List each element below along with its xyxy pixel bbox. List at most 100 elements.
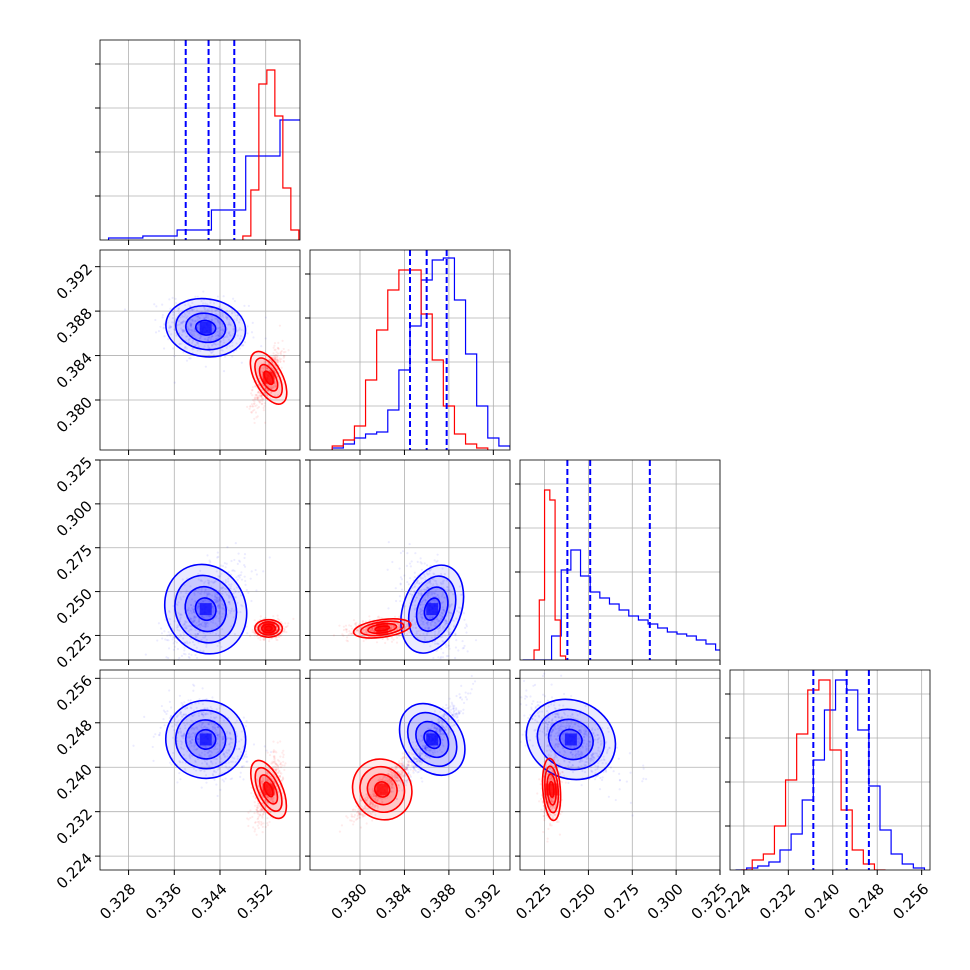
sample-point: [399, 551, 402, 555]
sample-point: [187, 607, 190, 610]
sample-point: [170, 714, 173, 718]
sample-point: [428, 569, 432, 572]
sample-point: [189, 585, 192, 588]
sample-point: [258, 394, 261, 398]
sample-point: [244, 583, 247, 586]
sample-point: [208, 349, 212, 353]
sample-point: [212, 716, 215, 719]
sample-point: [227, 338, 230, 341]
sample-point: [220, 602, 224, 606]
sample-point: [192, 767, 196, 770]
sample-point: [421, 617, 424, 620]
sample-point: [196, 309, 199, 312]
sample-point: [173, 354, 176, 358]
sample-point: [236, 314, 239, 317]
sample-point: [190, 738, 194, 741]
sample-point: [249, 634, 252, 638]
sample-point: [258, 808, 262, 812]
sample-point: [200, 638, 203, 642]
sample-point: [433, 642, 437, 645]
sample-point: [201, 731, 204, 734]
sample-point: [276, 374, 279, 377]
sample-point: [188, 305, 192, 308]
sample-point: [278, 635, 281, 639]
sample-point: [235, 586, 238, 589]
sample-point: [220, 311, 224, 314]
sample-point: [441, 639, 444, 643]
sample-point: [257, 826, 260, 830]
sample-point: [156, 639, 159, 642]
sample-point: [218, 314, 221, 318]
sample-point: [215, 734, 219, 737]
sample-point: [211, 343, 214, 346]
sample-point: [417, 592, 420, 595]
sample-point: [171, 725, 174, 728]
sample-point: [217, 750, 220, 754]
sample-point: [402, 628, 406, 631]
sample-point: [216, 556, 219, 559]
sample-point: [197, 333, 200, 336]
sample-point: [204, 712, 207, 716]
sample-point: [189, 328, 192, 331]
sample-point: [423, 596, 426, 599]
sample-point: [192, 339, 195, 342]
sample-point: [208, 749, 211, 752]
sample-point: [416, 579, 419, 582]
sample-point: [211, 330, 214, 333]
sample-point: [238, 748, 241, 751]
sample-point: [431, 615, 434, 619]
sample-point: [437, 642, 440, 646]
sample-point: [217, 335, 220, 338]
sample-point: [222, 370, 226, 373]
sample-point: [221, 327, 224, 331]
sample-point: [234, 721, 237, 724]
sample-point: [228, 732, 231, 735]
sample-point: [183, 732, 186, 735]
sample-point: [161, 303, 164, 306]
sample-point: [196, 624, 199, 628]
sample-point: [447, 633, 450, 636]
sample-point: [181, 330, 184, 334]
sample-point: [262, 813, 265, 816]
sample-point: [462, 612, 466, 615]
sample-point: [213, 581, 216, 584]
sample-point: [447, 644, 450, 647]
sample-point: [188, 733, 191, 736]
sample-point: [239, 775, 242, 778]
sample-point: [183, 767, 187, 771]
sample-point: [197, 733, 201, 736]
sample-point: [454, 634, 457, 637]
sample-point: [270, 637, 273, 640]
sample-point: [345, 628, 349, 631]
sample-point: [234, 314, 237, 317]
sample-point: [442, 608, 445, 611]
sample-point: [186, 326, 189, 329]
sample-point: [211, 335, 214, 338]
sample-point: [267, 796, 270, 799]
sample-point: [216, 725, 219, 729]
sample-point: [280, 366, 283, 369]
sample-point: [244, 579, 247, 583]
panel-frame: [99, 249, 301, 451]
sample-point: [277, 360, 280, 363]
sample-point: [442, 621, 446, 624]
sample-point: [420, 619, 423, 622]
sample-point: [265, 778, 269, 782]
sample-point: [449, 611, 452, 614]
sample-point: [183, 641, 186, 644]
sample-point: [241, 765, 244, 768]
sample-point: [421, 613, 425, 616]
sample-point: [218, 641, 221, 644]
sample-point: [258, 400, 262, 403]
sample-point: [253, 812, 256, 815]
sample-point: [173, 720, 176, 723]
sample-point: [440, 611, 443, 614]
sample-point: [260, 781, 264, 784]
sample-point: [248, 407, 251, 410]
sample-point: [365, 627, 368, 630]
sample-point: [249, 405, 252, 408]
sample-point: [189, 609, 192, 612]
sample-point: [184, 653, 187, 656]
sample-point: [210, 307, 214, 310]
sample-point: [389, 627, 393, 630]
